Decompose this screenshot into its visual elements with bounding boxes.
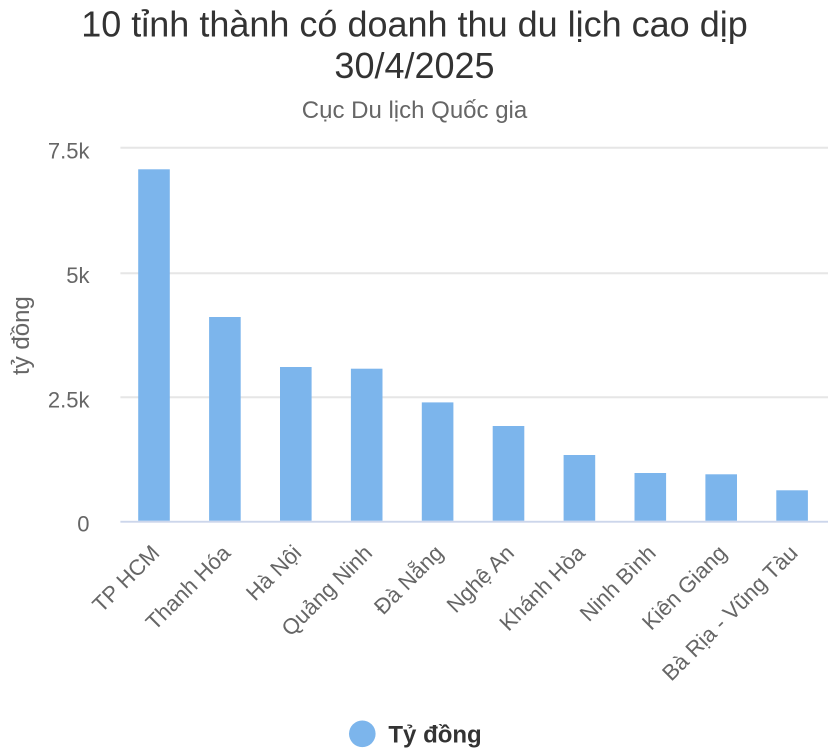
- svg-text:tỷ đồng: tỷ đồng: [8, 296, 35, 375]
- svg-text:Tỷ đồng: Tỷ đồng: [388, 722, 481, 749]
- svg-text:7.5k: 7.5k: [48, 139, 91, 164]
- svg-text:10 tỉnh thành có doanh thu du: 10 tỉnh thành có doanh thu du lịch cao d…: [81, 3, 748, 44]
- svg-text:Cục Du lịch Quốc gia: Cục Du lịch Quốc gia: [302, 97, 528, 124]
- svg-text:2.5k: 2.5k: [48, 387, 91, 412]
- svg-text:30/4/2025: 30/4/2025: [334, 45, 494, 86]
- svg-text:5k: 5k: [66, 263, 90, 288]
- svg-text:0: 0: [77, 512, 89, 537]
